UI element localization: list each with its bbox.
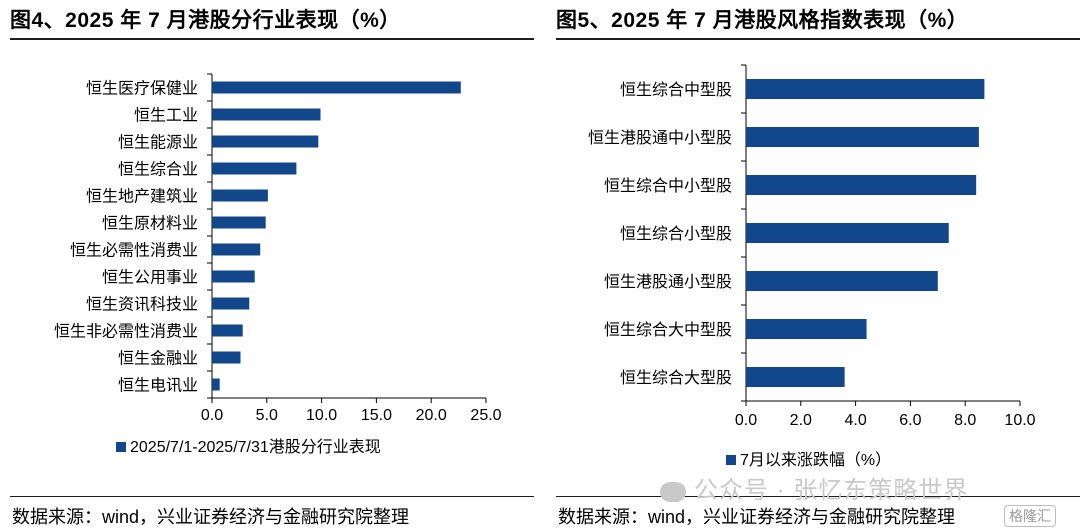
legend-label: 7月以来涨跌幅（%） — [740, 451, 891, 469]
bottom-rule — [10, 496, 534, 497]
category-label: 恒生工业 — [134, 106, 198, 124]
top-rule — [556, 38, 1080, 40]
bar — [746, 175, 977, 195]
x-tick-label: 6.0 — [899, 412, 921, 429]
data-source: 数据来源：wind，兴业证券经济与金融研究院整理 — [12, 507, 410, 527]
x-tick-label: 20.0 — [416, 407, 447, 424]
industry-bar-chart: 恒生医疗保健业恒生工业恒生能源业恒生综合业恒生地产建筑业恒生原材料业恒生必需性消… — [54, 73, 502, 456]
figure-title: 图4、2025 年 7 月港股分行业表现（%） — [10, 9, 401, 32]
bar — [212, 297, 250, 310]
bottom-rule — [556, 496, 1080, 497]
category-label: 恒生医疗保健业 — [86, 79, 198, 97]
category-label: 恒生必需性消费业 — [70, 241, 198, 259]
bar — [746, 319, 867, 339]
bar — [212, 270, 255, 283]
category-label: 恒生综合大型股 — [620, 369, 732, 387]
bar — [212, 108, 321, 121]
bar — [212, 324, 243, 337]
bar — [212, 189, 268, 202]
category-label: 恒生综合业 — [118, 160, 198, 178]
x-tick-label: 2.0 — [790, 412, 812, 429]
category-label: 恒生地产建筑业 — [86, 187, 198, 205]
x-tick-label: 10.0 — [306, 407, 337, 424]
category-label: 恒生非必需性消费业 — [54, 322, 198, 340]
legend-label: 2025/7/1-2025/7/31港股分行业表现 — [130, 438, 381, 456]
top-rule — [10, 38, 534, 40]
bar — [746, 79, 985, 99]
category-label: 恒生综合中型股 — [620, 81, 732, 99]
x-tick-label: 5.0 — [256, 407, 278, 424]
x-tick-label: 4.0 — [844, 412, 866, 429]
bar — [212, 216, 266, 229]
x-tick-label: 0.0 — [201, 407, 223, 424]
x-tick-label: 0.0 — [735, 412, 757, 429]
bar — [212, 162, 297, 175]
x-tick-label: 8.0 — [954, 412, 976, 429]
bar — [212, 351, 241, 364]
category-label: 恒生综合中小型股 — [604, 177, 732, 195]
bar — [746, 127, 979, 147]
x-tick-label: 10.0 — [1004, 412, 1035, 429]
category-label: 恒生综合大中型股 — [604, 321, 732, 339]
x-tick-label: 15.0 — [361, 407, 392, 424]
bar — [212, 378, 220, 391]
category-label: 恒生公用事业 — [102, 268, 198, 286]
legend-swatch — [726, 455, 736, 465]
category-label: 恒生原材料业 — [102, 214, 198, 232]
bar — [212, 243, 261, 256]
bar — [212, 81, 461, 94]
watermark: 公众号 · 张忆东策略世界 — [660, 470, 968, 505]
category-label: 恒生金融业 — [118, 349, 198, 367]
style-index-panel: 图5、2025 年 7 月港股风格指数表现（%） 恒生综合中型股恒生港股通中小型… — [546, 0, 1080, 532]
category-label: 恒生综合小型股 — [620, 225, 732, 243]
bar — [746, 367, 845, 387]
style-index-bar-chart: 恒生综合中型股恒生港股通中小型股恒生综合中小型股恒生综合小型股恒生港股通小型股恒… — [588, 64, 1036, 469]
category-label: 恒生能源业 — [118, 133, 198, 151]
data-source: 数据来源：wind，兴业证券经济与金融研究院整理 — [558, 507, 956, 527]
figure-title: 图5、2025 年 7 月港股风格指数表现（%） — [556, 9, 969, 32]
category-label: 恒生资讯科技业 — [86, 295, 198, 313]
category-label: 恒生电讯业 — [118, 376, 198, 394]
category-label: 恒生港股通小型股 — [604, 273, 732, 291]
bar — [746, 271, 938, 291]
bar — [212, 135, 319, 148]
category-label: 恒生港股通中小型股 — [588, 129, 732, 147]
watermark-text: 公众号 · 张忆东策略世界 — [694, 477, 969, 504]
source-badge: 格隆汇 — [1004, 505, 1056, 527]
legend-swatch — [116, 442, 126, 452]
bar — [746, 223, 949, 243]
x-tick-label: 25.0 — [470, 407, 501, 424]
wechat-icon — [660, 481, 686, 502]
industry-performance-panel: 图4、2025 年 7 月港股分行业表现（%） 恒生医疗保健业恒生工业恒生能源业… — [0, 0, 534, 532]
